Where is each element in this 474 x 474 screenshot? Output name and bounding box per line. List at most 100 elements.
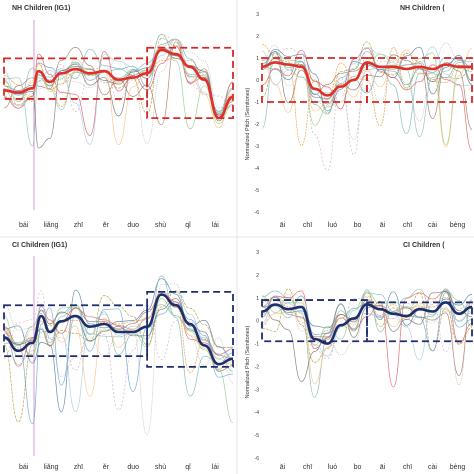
- individual-contour: [3, 293, 234, 397]
- syllable-label: duo: [127, 464, 139, 471]
- y-tick-label: -6: [255, 456, 260, 462]
- individual-contour: [3, 38, 234, 114]
- individual-contour: [3, 283, 234, 436]
- y-tick-label: 2: [256, 273, 259, 279]
- y-tick-label: -3: [255, 144, 260, 150]
- y-tick-label: -5: [255, 433, 260, 439]
- individual-contour: [3, 290, 234, 411]
- individual-contour: [3, 275, 234, 397]
- syllable-label: chī: [403, 222, 412, 229]
- syllable-label: bo: [354, 464, 362, 471]
- y-tick-label: 1: [256, 56, 259, 62]
- syllable-labels: āi chī luó bo āi chī cài bèng: [280, 464, 466, 471]
- syllable-labels: āi chī luó bo āi chī cài bèng: [280, 222, 466, 229]
- syllable-label: luó: [328, 464, 337, 471]
- y-tick-labels: 3 2 1 0 -1 -2 -3 -4 -5 -6: [255, 12, 260, 216]
- individual-contour: [261, 47, 473, 148]
- syllable-label: zhī: [74, 222, 83, 229]
- individual-contour: [261, 296, 473, 343]
- syllable-label: bèng: [450, 222, 466, 229]
- y-tick-label: -1: [255, 342, 260, 348]
- individual-contour: [261, 41, 473, 114]
- individual-contour: [261, 288, 473, 363]
- syllable-label: liǎng: [44, 222, 59, 229]
- tone-boxes: [3, 46, 234, 120]
- y-tick-label: 0: [256, 319, 259, 325]
- syllable-label: qǐ: [185, 222, 191, 229]
- syllable-label: cài: [428, 222, 437, 229]
- individual-contour: [261, 47, 473, 151]
- syllable-label: āi: [380, 222, 386, 229]
- y-tick-label: -1: [255, 100, 260, 106]
- syllable-label: zhī: [74, 464, 83, 471]
- syllable-label: bèng: [450, 464, 466, 471]
- y-tick-label: -4: [255, 166, 260, 172]
- individual-contour: [3, 34, 234, 113]
- individual-contour: [261, 46, 473, 103]
- syllable-label: āi: [380, 464, 386, 471]
- individual-contour: [3, 41, 234, 126]
- panel-title: CI Children (IG1): [12, 242, 67, 249]
- tone-box: [146, 46, 234, 120]
- y-tick-label: -3: [255, 387, 260, 393]
- y-tick-label: 3: [256, 12, 259, 18]
- individual-contour: [3, 291, 234, 367]
- tone-box: [146, 290, 234, 368]
- y-tick-label: 2: [256, 34, 259, 40]
- syllable-label: bái: [19, 222, 29, 229]
- tone-boxes: [261, 299, 473, 343]
- syllable-label: āi: [280, 222, 286, 229]
- panel-nh-ig2: NH Children ( Normalized Pitch (Semitone…: [245, 5, 473, 229]
- syllable-labels: bái liǎng zhī ěr duo shù qǐ lái: [19, 222, 219, 229]
- tone-boxes: [3, 290, 234, 368]
- syllable-label: shù: [155, 464, 166, 471]
- tone-box: [3, 304, 149, 358]
- panel-ci-ig1: CI Children (IG1) bái liǎng zhī ěr duo shù qǐ l…: [3, 242, 234, 471]
- syllable-label: bo: [354, 222, 362, 229]
- individual-contour: [261, 288, 473, 398]
- y-axis-label: Normalized Pitch (Semitones): [245, 325, 251, 398]
- syllable-label: bái: [19, 464, 29, 471]
- individual-contour: [261, 290, 473, 388]
- y-tick-labels: 3 2 1 0 -1 -2 -3 -4 -5 -6: [255, 250, 260, 462]
- tone-box: [3, 57, 149, 100]
- y-tick-label: -2: [255, 122, 260, 128]
- syllable-label: āi: [280, 464, 286, 471]
- mean-contour: [3, 48, 234, 120]
- individual-contour: [261, 42, 473, 141]
- mean-contour: [3, 293, 234, 366]
- panel-title: CI Children (: [403, 242, 445, 249]
- y-tick-label: -6: [255, 210, 260, 216]
- syllable-label: cài: [428, 464, 437, 471]
- syllable-label: chī: [303, 464, 312, 471]
- y-tick-label: -2: [255, 364, 260, 370]
- syllable-labels: bái liǎng zhī ěr duo shù qǐ lái: [19, 464, 219, 471]
- individual-contour: [261, 297, 473, 360]
- individual-contour: [3, 45, 234, 136]
- y-tick-label: 3: [256, 250, 259, 256]
- individual-contour: [3, 301, 234, 425]
- syllable-label: liǎng: [44, 464, 59, 471]
- panel-ci-ig2: CI Children ( Normalized Pitch (Semitone…: [245, 242, 473, 471]
- individual-contour: [3, 278, 234, 413]
- y-tick-label: -4: [255, 410, 260, 416]
- syllable-label: chī: [303, 222, 312, 229]
- syllable-label: shù: [155, 222, 166, 229]
- syllable-label: duo: [127, 222, 139, 229]
- panel-title: NH Children (: [400, 5, 445, 12]
- y-tick-label: 1: [256, 296, 259, 302]
- individual-contour: [261, 51, 473, 135]
- y-tick-label: 0: [256, 78, 259, 84]
- syllable-label: ěr: [103, 464, 110, 471]
- syllable-label: luó: [328, 222, 337, 229]
- mean-contour: [261, 301, 473, 345]
- individual-contour: [3, 50, 234, 149]
- individual-contour: [3, 304, 234, 372]
- y-tick-label: -5: [255, 188, 260, 194]
- y-axis-label: Normalized Pitch (Semitones): [245, 87, 251, 160]
- individual-contour: [3, 33, 234, 112]
- individual-contour: [3, 39, 234, 146]
- syllable-label: ěr: [103, 222, 110, 229]
- syllable-label: qǐ: [185, 464, 191, 471]
